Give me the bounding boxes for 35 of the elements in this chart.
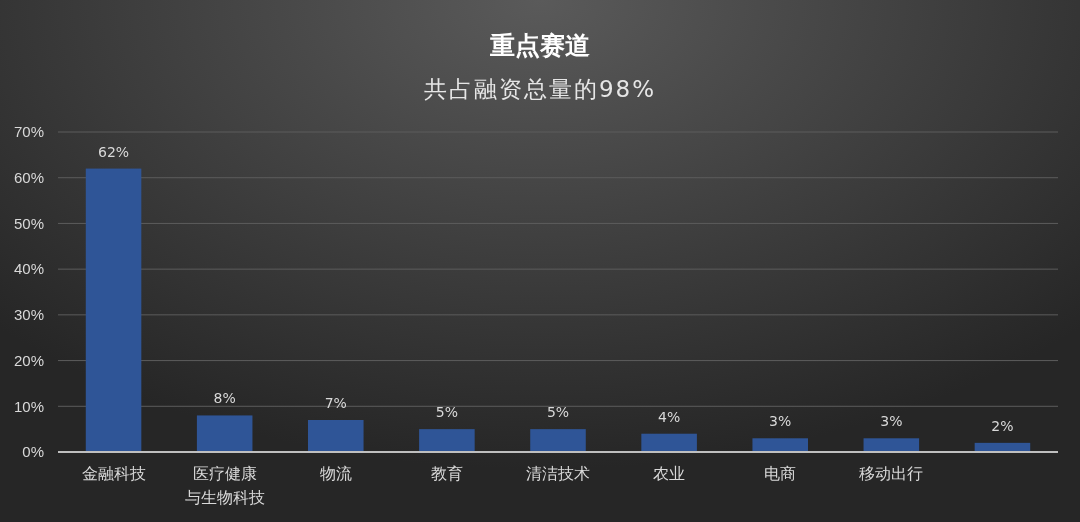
bar <box>641 433 697 452</box>
y-tick-label: 40% <box>13 260 44 278</box>
y-tick-label: 70% <box>13 123 44 141</box>
bar <box>85 168 142 452</box>
y-tick-label: 50% <box>13 214 44 232</box>
chart-subtitle: 共占融资总量的98% <box>423 76 657 102</box>
bar <box>752 438 808 452</box>
x-tick-label: 农业 <box>653 464 686 483</box>
bar <box>863 438 920 452</box>
data-label: 7% <box>324 395 347 411</box>
x-tick-label: 清洁技术 <box>526 464 590 483</box>
y-tick-label: 20% <box>13 351 44 369</box>
data-label: 4% <box>658 408 681 425</box>
data-label: 3% <box>769 413 792 430</box>
x-tick-label: 医疗健康与生物科技 <box>184 464 265 507</box>
bar <box>419 429 475 452</box>
bar <box>196 415 253 452</box>
x-tick-label: 电商 <box>764 464 797 483</box>
y-tick-label: 0% <box>22 443 44 461</box>
y-tick-label: 10% <box>13 397 44 415</box>
data-label: 2% <box>991 417 1014 434</box>
y-tick-label: 60% <box>13 169 44 187</box>
bar <box>308 420 364 452</box>
x-tick-label: 物流 <box>319 464 352 483</box>
data-label: 5% <box>435 404 458 421</box>
data-label: 8% <box>213 390 236 407</box>
data-label: 62% <box>97 143 130 160</box>
chart-title: 重点赛道 <box>489 31 590 60</box>
y-tick-label: 30% <box>13 306 44 324</box>
data-label: 5% <box>546 404 570 421</box>
data-label: 3% <box>880 413 903 430</box>
x-tick-label: 移动出行 <box>859 464 924 483</box>
bar <box>530 429 586 452</box>
x-tick-label: 金融科技 <box>81 464 146 483</box>
x-tick-label: 教育 <box>430 464 463 483</box>
